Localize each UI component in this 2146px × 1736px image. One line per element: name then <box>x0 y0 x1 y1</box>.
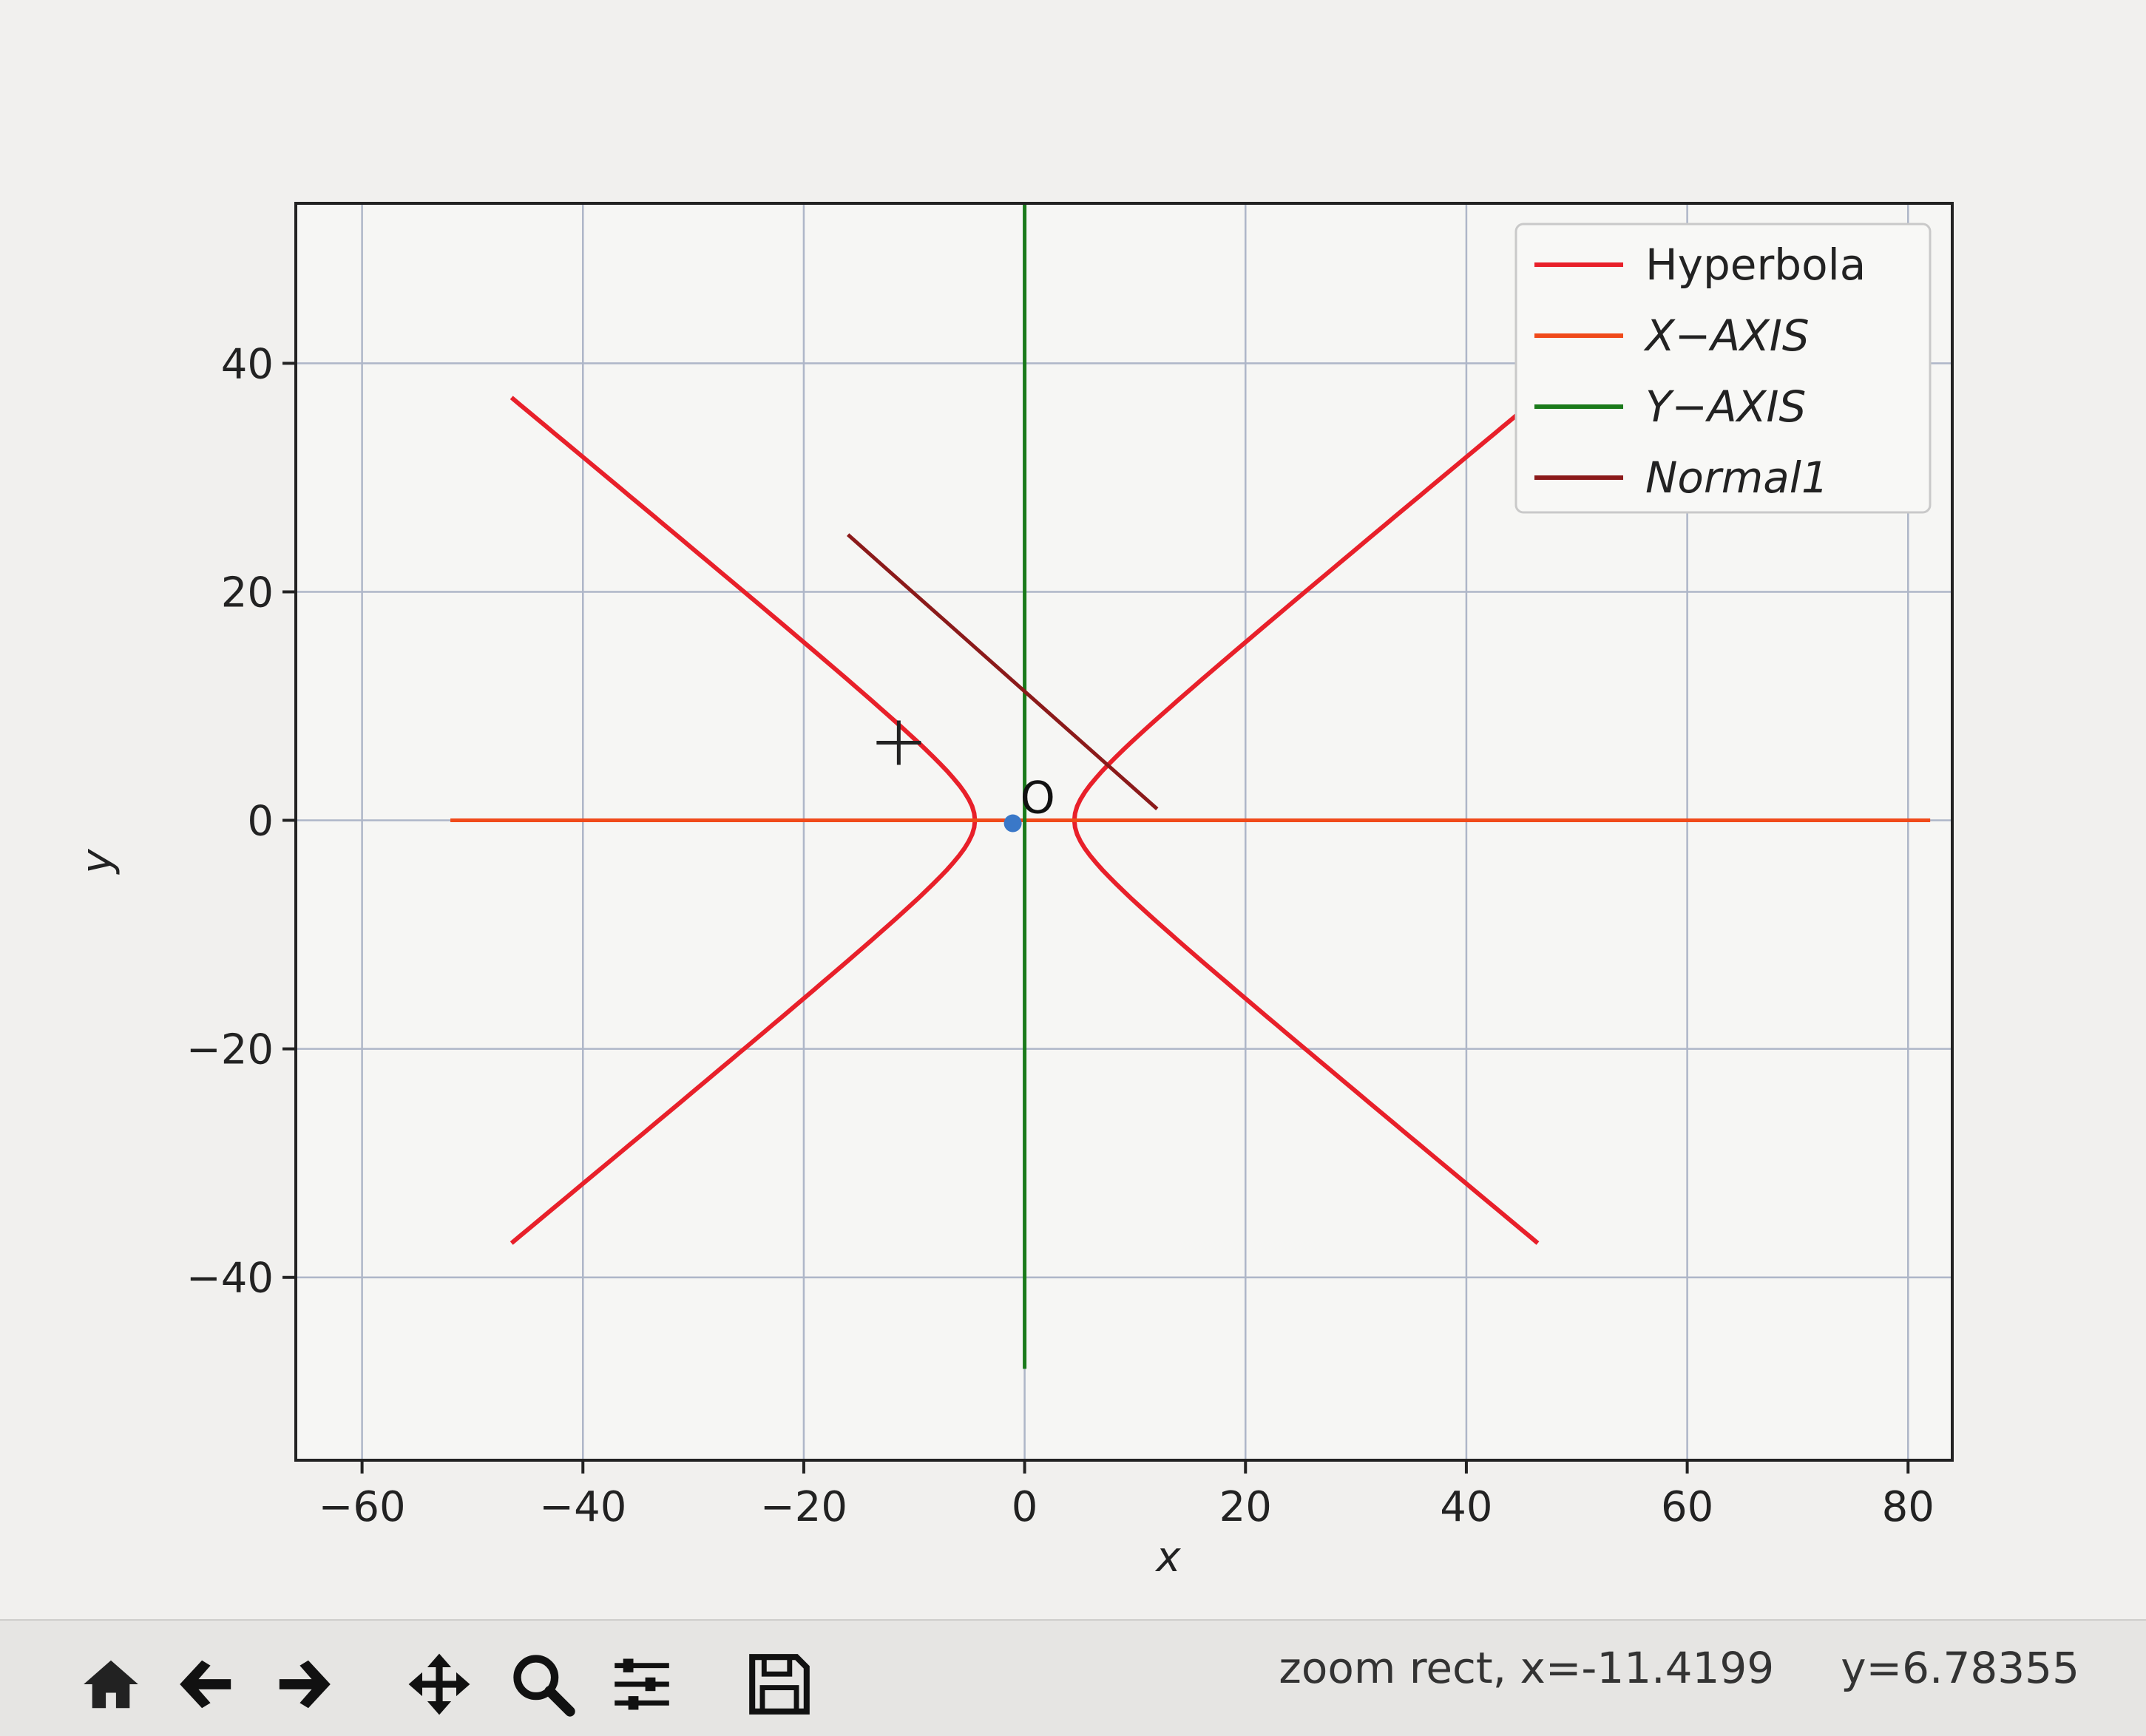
configure-subplots-icon <box>615 1658 669 1710</box>
y-tick-label: −40 <box>186 1255 274 1303</box>
x-tick-label: 20 <box>1219 1483 1272 1531</box>
home-icon <box>84 1660 138 1709</box>
y-tick-label: 40 <box>221 340 274 388</box>
origin-point <box>1003 814 1022 833</box>
legend-label: Y−AXIS <box>1645 382 1806 432</box>
status-y-coordinate: y=6.78355 <box>1841 1643 2079 1693</box>
pan-icon <box>408 1653 470 1715</box>
x-tick-label: −40 <box>539 1483 626 1531</box>
pan-button[interactable] <box>396 1641 482 1727</box>
home-button[interactable] <box>68 1641 154 1727</box>
y-axis-label: y <box>73 849 121 875</box>
y-tick-label: 20 <box>221 569 274 617</box>
origin-label: O <box>1020 773 1055 824</box>
legend-box <box>1514 223 1932 514</box>
x-tick-label: −20 <box>760 1483 847 1531</box>
figure-canvas[interactable]: O −60 −40 −20 0 20 40 60 80 −40 −20 0 20 40 x y Hyperbol… <box>0 0 2146 1619</box>
status-readout: zoom rect, x=-11.4199 y=6.78355 <box>1279 1643 2079 1693</box>
zoom-icon <box>513 1655 575 1717</box>
configure-subplots-button[interactable] <box>599 1641 685 1727</box>
x-tick-label: 60 <box>1661 1483 1713 1531</box>
y-tick-label: −20 <box>186 1026 274 1074</box>
mouse-crosshair <box>876 720 921 765</box>
save-icon <box>749 1654 810 1715</box>
zoom-button[interactable] <box>500 1641 586 1727</box>
series-normal1 <box>847 533 1159 810</box>
x-tick-label: 40 <box>1440 1483 1492 1531</box>
legend-label: Normal1 <box>1645 452 1829 503</box>
forward-icon <box>279 1660 331 1709</box>
status-mode-coordinates: zoom rect, x=-11.4199 <box>1279 1643 1775 1693</box>
legend-label: Hyperbola <box>1645 240 1866 290</box>
back-button[interactable] <box>164 1641 250 1727</box>
save-button[interactable] <box>737 1641 822 1727</box>
x-tick-label: −60 <box>319 1483 406 1531</box>
legend-label: X−AXIS <box>1643 311 1810 361</box>
x-axis-label: x <box>1154 1533 1181 1581</box>
x-tick-label: 0 <box>1012 1483 1038 1531</box>
back-icon <box>180 1660 231 1709</box>
navigation-toolbar: zoom rect, x=-11.4199 y=6.78355 <box>0 1619 2146 1736</box>
y-tick-label: 0 <box>247 798 274 846</box>
hyperbola-plot[interactable]: O −60 −40 −20 0 20 40 60 80 −40 −20 0 20 40 x y Hyperbol… <box>0 0 2146 1619</box>
axes-frame <box>294 202 1954 1462</box>
forward-button[interactable] <box>260 1641 346 1727</box>
x-tick-label: 80 <box>1882 1483 1935 1531</box>
